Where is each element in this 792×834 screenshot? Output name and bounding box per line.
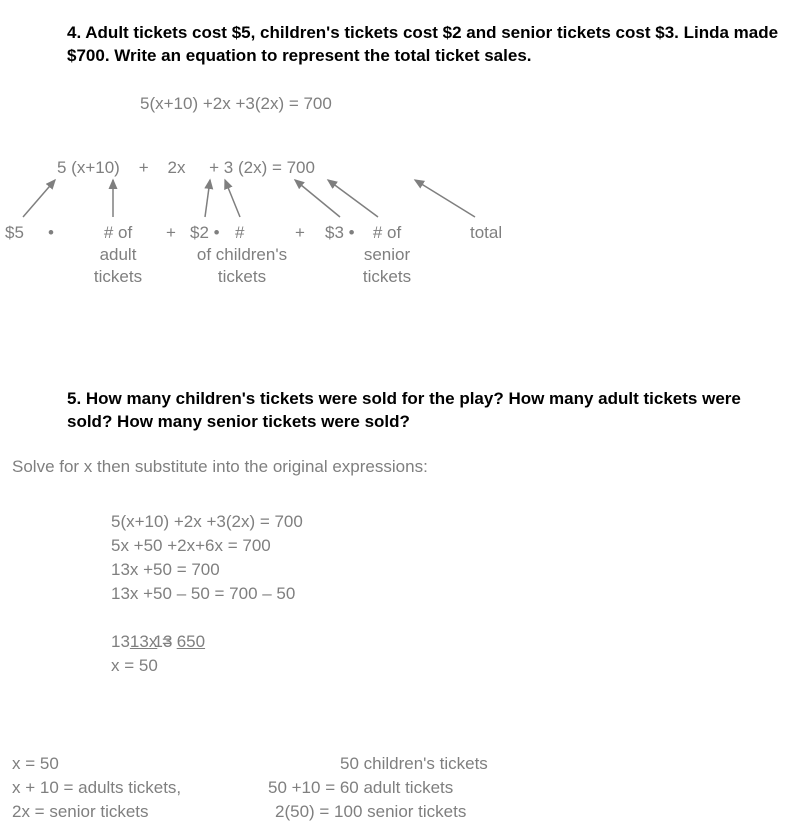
arrow-price3 — [295, 180, 340, 217]
q5-work-2: 5x +50 +2x+6x = 700 — [111, 534, 271, 558]
ans-col1-3: 2x = senior tickets — [12, 800, 149, 824]
q5-frac-num-right: 650 — [177, 632, 205, 651]
q5-frac-den-right: 13 — [154, 632, 173, 651]
arrows-svg — [0, 0, 792, 300]
arrow-children — [225, 180, 240, 217]
ans-col1-2: x + 10 = adults tickets, — [12, 776, 181, 800]
arrow-price2 — [205, 180, 210, 217]
ans-col2-3: 2(50) = 100 senior tickets — [275, 800, 466, 824]
q5-work-1: 5(x+10) +2x +3(2x) = 700 — [111, 510, 303, 534]
arrow-senior — [328, 180, 378, 217]
q5-prompt: 5. How many children's tickets were sold… — [67, 388, 767, 434]
page-root: 4. Adult tickets cost $5, children's tic… — [0, 0, 792, 834]
ans-col1-1: x = 50 — [12, 752, 59, 776]
ans-col2-1: 50 children's tickets — [340, 752, 488, 776]
arrow-price5 — [23, 180, 55, 217]
q5-work-4: 13x +50 – 50 = 700 – 50 — [111, 582, 295, 606]
q5-frac-den: 13 13 — [111, 630, 172, 654]
q5-intro: Solve for x then substitute into the ori… — [12, 455, 428, 479]
q5-work-3: 13x +50 = 700 — [111, 558, 220, 582]
ans-col2-2: 50 +10 = 60 adult tickets — [268, 776, 453, 800]
arrow-total — [415, 180, 475, 217]
q5-frac-den-left: 13 — [111, 632, 130, 651]
q5-work-last: x = 50 — [111, 654, 158, 678]
